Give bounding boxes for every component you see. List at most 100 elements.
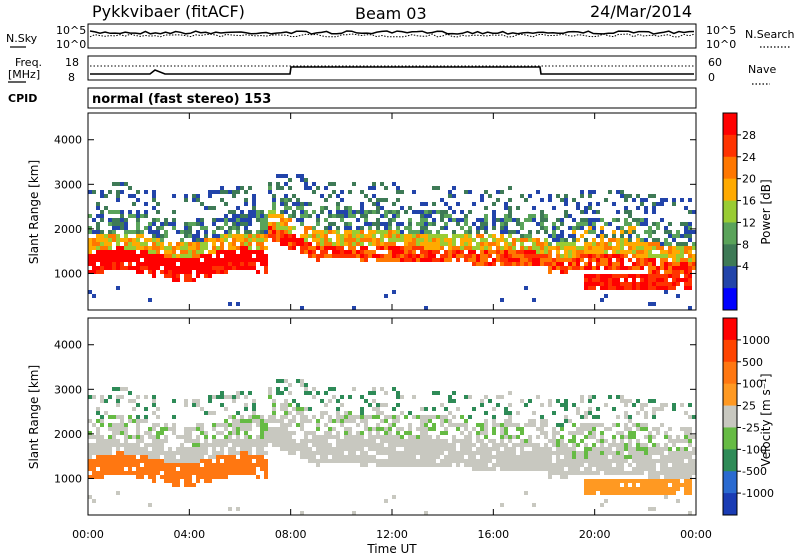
velocity-cell bbox=[172, 423, 176, 427]
velocity-cell bbox=[408, 423, 412, 427]
power-cell bbox=[668, 222, 672, 226]
velocity-cell bbox=[124, 447, 128, 451]
power-cell bbox=[132, 266, 136, 270]
velocity-cell bbox=[440, 463, 444, 467]
power-cell bbox=[540, 226, 544, 230]
power-cell bbox=[668, 266, 672, 270]
power-cell bbox=[144, 190, 148, 194]
velocity-cell bbox=[356, 423, 360, 427]
power-cell bbox=[404, 238, 408, 242]
velocity-cell bbox=[660, 463, 664, 467]
velocity-cell bbox=[124, 463, 128, 467]
velocity-cell bbox=[680, 451, 684, 455]
cpid-panel bbox=[87, 87, 697, 109]
colorbar-segment bbox=[723, 113, 737, 136]
power-cell bbox=[228, 258, 232, 262]
power-cell bbox=[100, 194, 104, 198]
power-cell bbox=[276, 174, 280, 178]
power-cell bbox=[300, 206, 304, 210]
power-cell bbox=[400, 190, 404, 194]
power-cell bbox=[568, 246, 572, 250]
power-cell bbox=[192, 262, 196, 266]
power-cell bbox=[196, 198, 200, 202]
velocity-cell bbox=[604, 463, 608, 467]
velocity-cell bbox=[164, 479, 168, 483]
power-cell bbox=[204, 206, 208, 210]
velocity-cell bbox=[168, 451, 172, 455]
velocity-cell bbox=[652, 447, 656, 451]
power-cell bbox=[276, 222, 280, 226]
velocity-cell bbox=[452, 455, 456, 459]
power-cell bbox=[616, 258, 620, 262]
velocity-heatmap bbox=[88, 379, 696, 515]
power-cell bbox=[384, 242, 388, 246]
power-cell bbox=[504, 250, 508, 254]
power-cell bbox=[348, 230, 352, 234]
velocity-cell bbox=[688, 463, 692, 467]
velocity-cell bbox=[468, 447, 472, 451]
power-cell bbox=[288, 206, 292, 210]
power-cell bbox=[136, 258, 140, 262]
velocity-cell bbox=[572, 459, 576, 463]
power-cell bbox=[604, 258, 608, 262]
power-cell bbox=[616, 246, 620, 250]
power-cell bbox=[352, 254, 356, 258]
power-cell bbox=[280, 202, 284, 206]
velocity-cell bbox=[96, 439, 100, 443]
velocity-cell bbox=[380, 419, 384, 423]
velocity-cell bbox=[612, 467, 616, 471]
power-cell bbox=[544, 246, 548, 250]
velocity-cell bbox=[660, 407, 664, 411]
power-cell bbox=[492, 234, 496, 238]
velocity-cell bbox=[576, 407, 580, 411]
power-cell bbox=[564, 266, 568, 270]
power-cell bbox=[608, 246, 612, 250]
velocity-cell bbox=[140, 455, 144, 459]
power-cell bbox=[628, 286, 632, 290]
power-cell bbox=[536, 230, 540, 234]
velocity-cell bbox=[296, 411, 300, 415]
velocity-cell bbox=[424, 423, 428, 427]
velocity-cell bbox=[212, 463, 216, 467]
velocity-cell bbox=[408, 447, 412, 451]
power-cell bbox=[312, 182, 316, 186]
power-cell bbox=[292, 226, 296, 230]
velocity-cell bbox=[288, 447, 292, 451]
power-cell bbox=[692, 254, 696, 258]
nsearch-label: N.Search bbox=[745, 28, 795, 41]
power-cell bbox=[372, 254, 376, 258]
velocity-cell bbox=[284, 403, 288, 407]
velocity-cell bbox=[144, 451, 148, 455]
power-cell bbox=[172, 226, 176, 230]
power-cell bbox=[560, 198, 564, 202]
velocity-cell bbox=[584, 447, 588, 451]
nsky-panel bbox=[87, 23, 697, 49]
power-cell bbox=[572, 266, 576, 270]
power-cell bbox=[552, 238, 556, 242]
velocity-cell bbox=[164, 435, 168, 439]
velocity-cell bbox=[504, 435, 508, 439]
cpid-label: CPID bbox=[8, 92, 37, 105]
power-cell bbox=[396, 214, 400, 218]
power-cell bbox=[460, 234, 464, 238]
power-cell bbox=[264, 218, 268, 222]
velocity-cell bbox=[624, 415, 628, 419]
power-cell bbox=[444, 250, 448, 254]
velocity-cell bbox=[408, 455, 412, 459]
velocity-cell bbox=[120, 471, 124, 475]
velocity-cell bbox=[236, 451, 240, 455]
velocity-cell bbox=[216, 463, 220, 467]
velocity-cell bbox=[116, 451, 120, 455]
velocity-cell bbox=[188, 479, 192, 483]
power-cell bbox=[236, 230, 240, 234]
power-cell bbox=[272, 198, 276, 202]
power-cell bbox=[684, 206, 688, 210]
velocity-cell bbox=[384, 463, 388, 467]
power-cell bbox=[328, 214, 332, 218]
power-cell bbox=[284, 210, 288, 214]
power-cell bbox=[356, 234, 360, 238]
velocity-cell bbox=[448, 451, 452, 455]
power-cell bbox=[464, 230, 468, 234]
power-cell bbox=[96, 266, 100, 270]
power-cell bbox=[668, 230, 672, 234]
